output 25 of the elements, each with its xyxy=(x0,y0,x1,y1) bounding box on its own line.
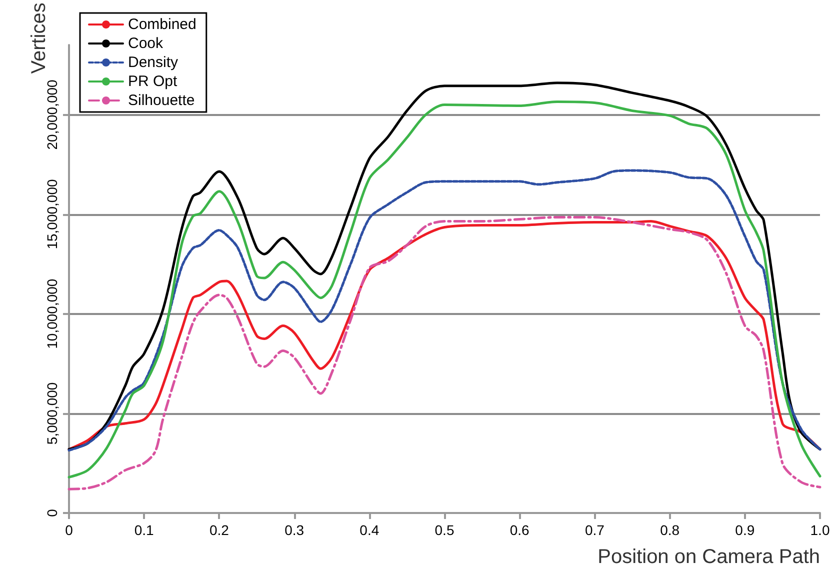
legend-label: Cook xyxy=(128,35,164,52)
x-tick-label: 0.9 xyxy=(735,522,755,538)
x-tick-label: 0.3 xyxy=(284,522,304,538)
y-tick-label: 10,000,000 xyxy=(44,278,60,349)
legend-label: Density xyxy=(128,54,179,71)
legend-label: PR Opt xyxy=(128,73,178,90)
line-series xyxy=(68,169,822,452)
y-tick-label: 5,000,000 xyxy=(44,382,60,445)
x-tick-label: 0.6 xyxy=(510,522,530,538)
x-tick-label: 0.4 xyxy=(360,522,380,538)
x-axis-title: Position on Camera Path xyxy=(598,546,820,568)
legend-label: Silhouette xyxy=(128,92,195,109)
x-tick-label: 0.8 xyxy=(660,522,680,538)
y-tick-label: 15,000,000 xyxy=(44,179,60,250)
x-tick-label: 1.0 xyxy=(810,522,830,538)
x-tick-label: 0.2 xyxy=(209,522,230,538)
y-axis-title: Vertices xyxy=(28,2,50,74)
x-tick-label: 0.5 xyxy=(434,522,454,538)
line-series xyxy=(68,216,822,490)
x-tick-label: 0.7 xyxy=(584,522,605,538)
y-tick-label: 0 xyxy=(44,508,60,517)
x-tick-label: 0.1 xyxy=(134,522,154,538)
y-tick-label: 20,000,000 xyxy=(44,79,60,150)
legend-label: Combined xyxy=(128,16,196,33)
x-tick-label: 0 xyxy=(65,522,74,538)
